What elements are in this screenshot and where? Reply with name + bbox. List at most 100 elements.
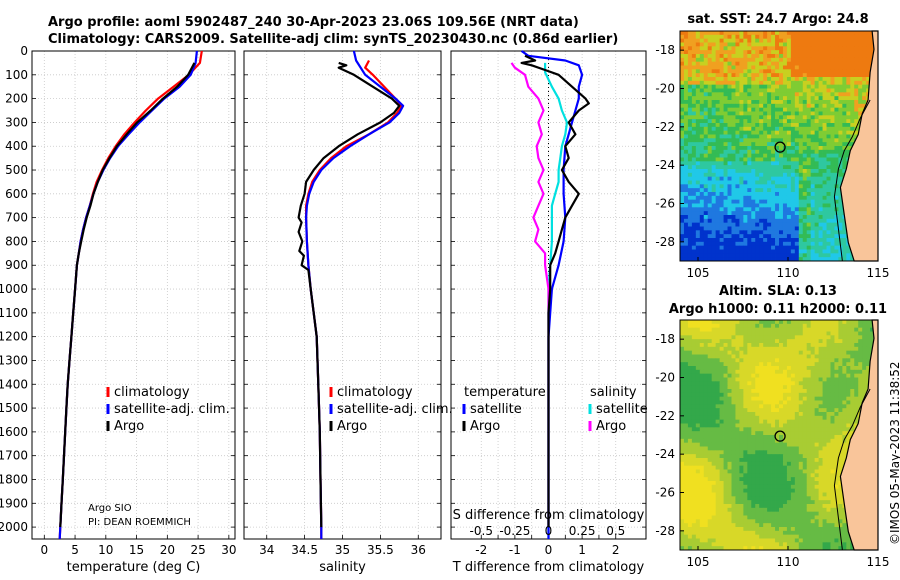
map-cell [862,343,867,348]
map-cell [699,377,705,382]
map-cell [771,366,776,371]
map-cell [846,323,851,329]
map-cell [683,211,689,216]
map-cell [755,257,760,262]
map-cell [854,50,859,55]
map-cell [794,257,800,262]
map-cell [711,442,717,447]
map-cell [759,142,764,147]
map-cell [743,354,748,359]
map-cell [838,77,843,82]
map-cell [680,400,685,405]
map-cell [802,369,808,375]
map-cell [794,423,800,428]
map-cell [854,412,859,417]
map-cell [707,435,713,440]
map-cell [755,241,760,247]
map-cell [771,130,776,135]
map-cell [810,88,816,93]
map-cell [739,96,744,101]
map-cell [830,96,835,101]
map-cell [691,88,697,93]
map-cell [810,50,816,55]
map-cell [695,249,701,254]
map-cell [731,69,736,74]
map-cell [850,320,855,325]
map-cell [680,238,685,243]
map-cell [838,419,843,424]
map-cell [715,103,720,109]
map-cell [822,438,827,444]
map-cell [731,195,736,201]
map-cell [810,69,816,74]
map-cell [767,442,772,447]
map-cell [691,257,697,262]
map-cell [751,377,756,382]
map-cell [731,96,736,101]
map-cell [727,34,732,40]
map-cell [695,130,701,135]
map-cell [747,111,752,116]
map-cell [739,176,744,181]
map-cell [703,323,709,329]
map-cell [779,57,784,63]
map-cell [743,111,748,116]
map-cell [715,149,720,155]
map-cell [763,373,768,378]
map-cell [771,149,776,155]
map-cell [838,80,843,86]
map-cell [822,222,827,227]
map-cell [854,38,859,43]
map-cell [711,253,717,258]
map-cell [782,69,788,74]
map-cell [802,354,808,359]
map-cell [782,188,788,193]
map-cell [695,192,701,197]
map-cell [747,73,752,78]
map-cell [822,176,827,181]
map-cell [810,415,816,421]
map-cell [731,92,736,97]
map-cell [846,54,851,59]
map-cell [806,115,812,120]
map-cell [846,408,851,413]
map-cell [862,46,867,51]
map-cell [786,435,792,440]
map-cell [806,442,812,447]
map-cell [771,88,776,93]
map-cell [826,412,831,417]
map-cell [866,343,871,348]
map-cell [814,161,819,166]
map-cell [786,245,792,250]
map-cell [858,46,863,51]
map-cell [727,169,732,174]
map-cell [687,176,693,181]
map-cell [822,320,827,325]
map-cell [743,153,748,158]
map-cell [695,419,701,424]
map-cell [858,42,863,47]
map-cell [743,134,748,139]
map-cell [786,230,792,235]
map-cell [680,184,685,189]
map-cell [858,335,863,340]
map-cell [779,119,784,124]
map-cell [763,165,768,170]
map-cell [794,34,800,40]
map-cell [755,130,760,135]
map-cell [707,392,713,398]
map-cell [723,38,728,43]
map-cell [683,257,689,262]
map-cell [751,331,756,336]
map-cell [779,184,784,189]
map-cell [747,249,752,254]
map-cell [775,230,780,235]
map-cell [822,346,827,352]
map-cell [727,346,732,352]
map-cell [790,343,796,348]
map-cell [838,142,843,147]
map-cell [703,153,709,158]
map-cell [680,80,685,86]
map-cell [826,230,831,235]
map-cell [719,157,724,162]
